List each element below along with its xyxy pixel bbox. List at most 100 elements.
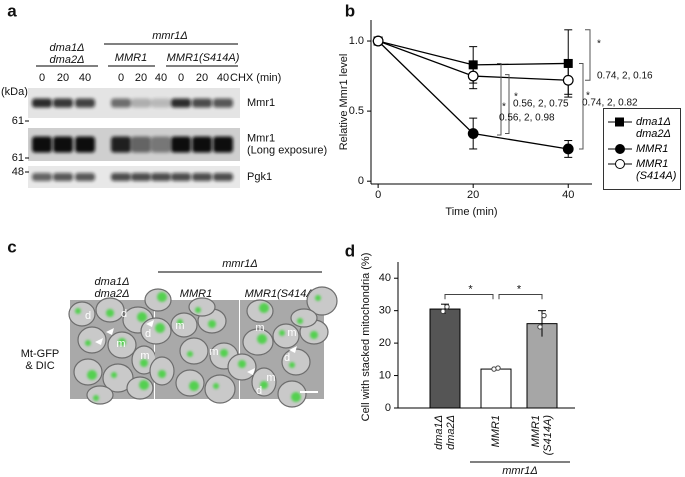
blot-band	[75, 136, 95, 153]
time-point: 20	[196, 72, 208, 84]
mito-gfp	[155, 323, 165, 333]
legend-label: dma1Δ dma2Δ	[636, 116, 671, 140]
cell-label: m	[140, 350, 149, 362]
x-tick-label: dma1Δ	[433, 415, 445, 450]
y-tick-label: 1.0	[349, 35, 364, 47]
mito-gfp	[139, 380, 149, 390]
arrowhead	[289, 346, 297, 353]
blot-band	[151, 173, 171, 181]
blot-band	[32, 173, 52, 181]
mito-gfp	[259, 303, 269, 313]
panel-letter: a	[7, 1, 17, 20]
mito-gfp	[158, 370, 166, 378]
blot-band	[171, 98, 191, 108]
strain-label: MMR1(S414A)	[245, 288, 318, 300]
blot-label: Mmr1	[247, 132, 275, 144]
mito-gfp	[220, 349, 228, 357]
blot-label: Pgk1	[247, 171, 272, 183]
channel-label: Mt-GFP	[21, 348, 60, 360]
y-axis-label: Cell with stacked mitochondria (%)	[360, 253, 372, 422]
annotation: 0.56, 2, 0.75	[513, 99, 569, 110]
data-point	[541, 312, 547, 319]
channel-label: & DIC	[25, 360, 54, 372]
time-point: 40	[217, 72, 229, 84]
point	[467, 70, 479, 82]
blot-band	[32, 98, 52, 108]
blot-label: (Long exposure)	[247, 144, 327, 156]
cell	[272, 323, 300, 349]
x-axis-label: Time (min)	[445, 206, 497, 218]
panel-letter: c	[7, 237, 16, 256]
bracket	[498, 293, 543, 300]
mito-gfp	[157, 292, 167, 302]
bar	[480, 368, 512, 409]
x-tick-label: 20	[467, 189, 479, 201]
y-tick-label: 10	[379, 369, 391, 381]
blot-band	[53, 173, 73, 181]
blot-band	[213, 173, 233, 181]
blot-label: Mmr1	[247, 97, 275, 109]
cell-label: m	[287, 327, 296, 339]
time-point: 20	[135, 72, 147, 84]
group-label: mmr1Δ	[152, 30, 188, 42]
blot-band	[151, 136, 171, 153]
mito-gfp	[118, 338, 126, 346]
blot-band	[111, 173, 131, 181]
blot-band	[131, 98, 151, 108]
y-axis-label: Relative Mmr1 level	[338, 54, 350, 151]
legend-swatch	[608, 159, 632, 169]
cell-label: m	[116, 338, 125, 350]
x-tick-label: 0	[375, 189, 381, 201]
bracket	[444, 293, 494, 300]
mito-gfp	[75, 308, 81, 314]
annotation: *	[517, 283, 522, 295]
mito-gfp	[195, 307, 201, 313]
mito-gfp	[208, 320, 216, 328]
mito-gfp	[187, 351, 193, 357]
y-tick-label: 40	[379, 272, 391, 284]
panel-letter: d	[345, 241, 355, 260]
blot-band	[131, 136, 151, 153]
y-tick-label: 30	[379, 305, 391, 317]
time-point: 0	[39, 72, 45, 84]
time-point: 40	[155, 72, 167, 84]
point	[562, 143, 574, 155]
point	[562, 74, 574, 86]
panel-letter: b	[345, 1, 355, 20]
blot-band	[213, 98, 233, 108]
cell	[188, 297, 216, 317]
cell-label: d	[145, 328, 151, 340]
annotation: 0.56, 2, 0.98	[499, 113, 555, 124]
cell	[68, 301, 96, 327]
mito-gfp	[177, 319, 183, 325]
data-point	[444, 304, 450, 310]
legend-label: MMR1	[636, 143, 669, 155]
cell	[290, 308, 318, 328]
strain-label: MMR1(S414A)	[167, 52, 240, 64]
y-tick-label: 0	[385, 402, 391, 414]
strain-label: dma1Δ	[95, 276, 130, 288]
point	[372, 35, 384, 47]
bracket	[579, 62, 584, 150]
mito-gfp	[140, 359, 148, 367]
x-tick-label: (S414A)	[542, 415, 554, 456]
blot-band	[213, 136, 233, 153]
x-tick-label: 40	[562, 189, 574, 201]
legend-swatch	[608, 117, 632, 127]
blot-band	[111, 98, 131, 108]
x-tick-label: dma2Δ	[445, 415, 457, 450]
blot-band	[53, 136, 73, 153]
mito-gfp	[291, 392, 301, 402]
mito-gfp	[189, 381, 199, 391]
annotation: *	[468, 283, 473, 295]
mito-gfp	[297, 318, 303, 324]
cell	[102, 363, 134, 393]
mito-gfp	[260, 381, 268, 389]
blot-band	[151, 98, 171, 108]
bracket	[585, 29, 591, 81]
y-tick-label: 0	[358, 175, 364, 187]
y-tick-label: 20	[379, 337, 391, 349]
cell-label: d	[256, 385, 262, 397]
legend-entry: MMR1 (S414A)	[606, 158, 678, 182]
x-tick-label: MMR1	[530, 415, 542, 447]
